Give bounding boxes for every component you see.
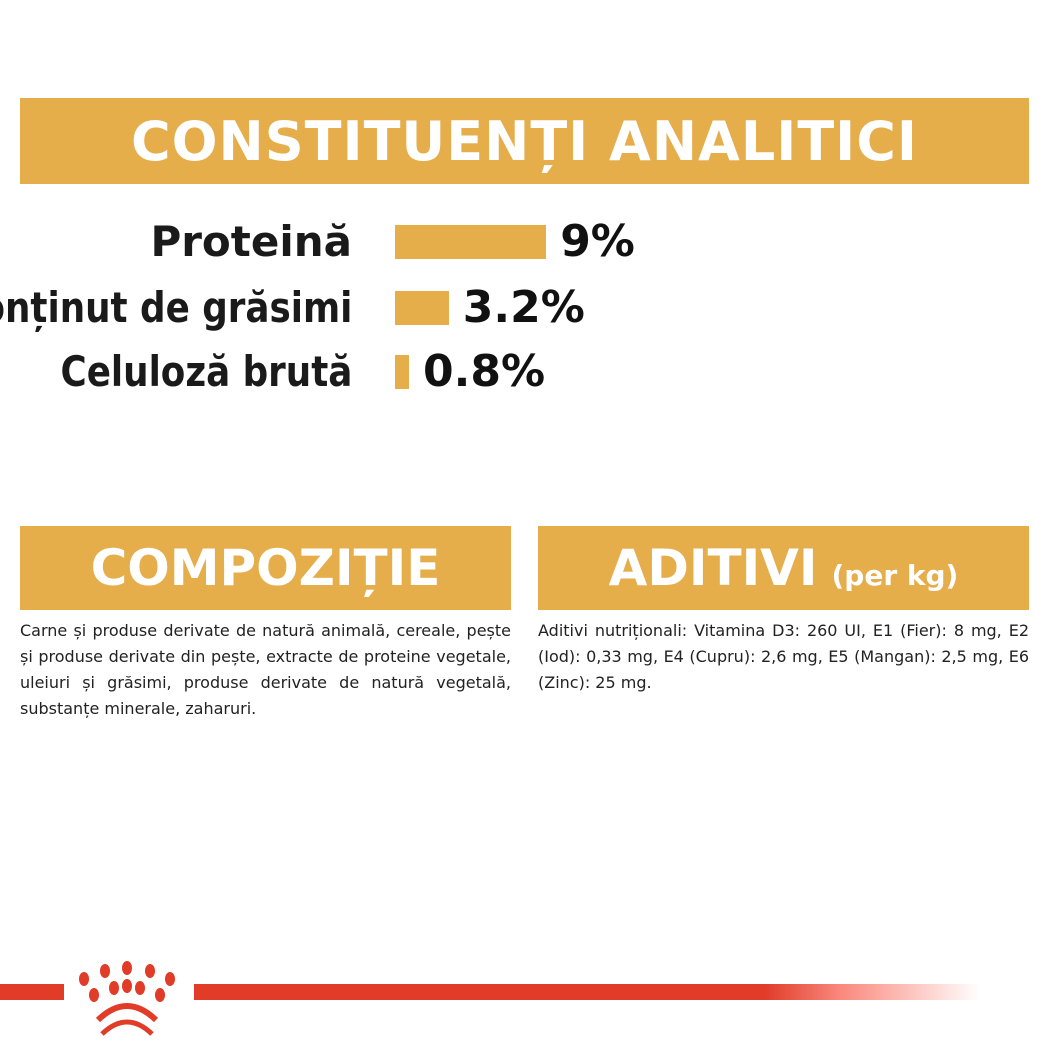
category-label: Conținut de grăsimi xyxy=(0,283,352,332)
additives-heading-suffix: (per kg) xyxy=(831,558,959,592)
value-label: 0.8% xyxy=(423,346,546,397)
footer-brand-line xyxy=(0,984,980,1000)
section-title-analytic: CONSTITUENȚI ANALITICI xyxy=(20,98,1029,184)
chart-row: Proteină 9% xyxy=(0,220,1049,264)
category-label: Celuloză brută xyxy=(60,347,352,396)
category-label: Proteină xyxy=(150,217,352,266)
composition-heading: COMPOZIȚIE xyxy=(20,526,511,610)
bar xyxy=(395,291,449,325)
chart-row: Celuloză brută 0.8% xyxy=(0,350,1049,394)
composition-heading-text: COMPOZIȚIE xyxy=(90,539,441,597)
royal-canin-logo xyxy=(64,958,194,1038)
composition-text: Carne și produse derivate de natură anim… xyxy=(20,621,511,718)
value-label: 9% xyxy=(560,216,635,267)
additives-heading: ADITIVI (per kg) xyxy=(538,526,1029,610)
bar xyxy=(395,355,409,389)
additives-text: Aditivi nutriționali: Vitamina D3: 260 U… xyxy=(538,621,1029,692)
bar xyxy=(395,225,547,259)
value-label: 3.2% xyxy=(462,282,585,333)
additives-heading-text: ADITIVI xyxy=(608,539,818,597)
